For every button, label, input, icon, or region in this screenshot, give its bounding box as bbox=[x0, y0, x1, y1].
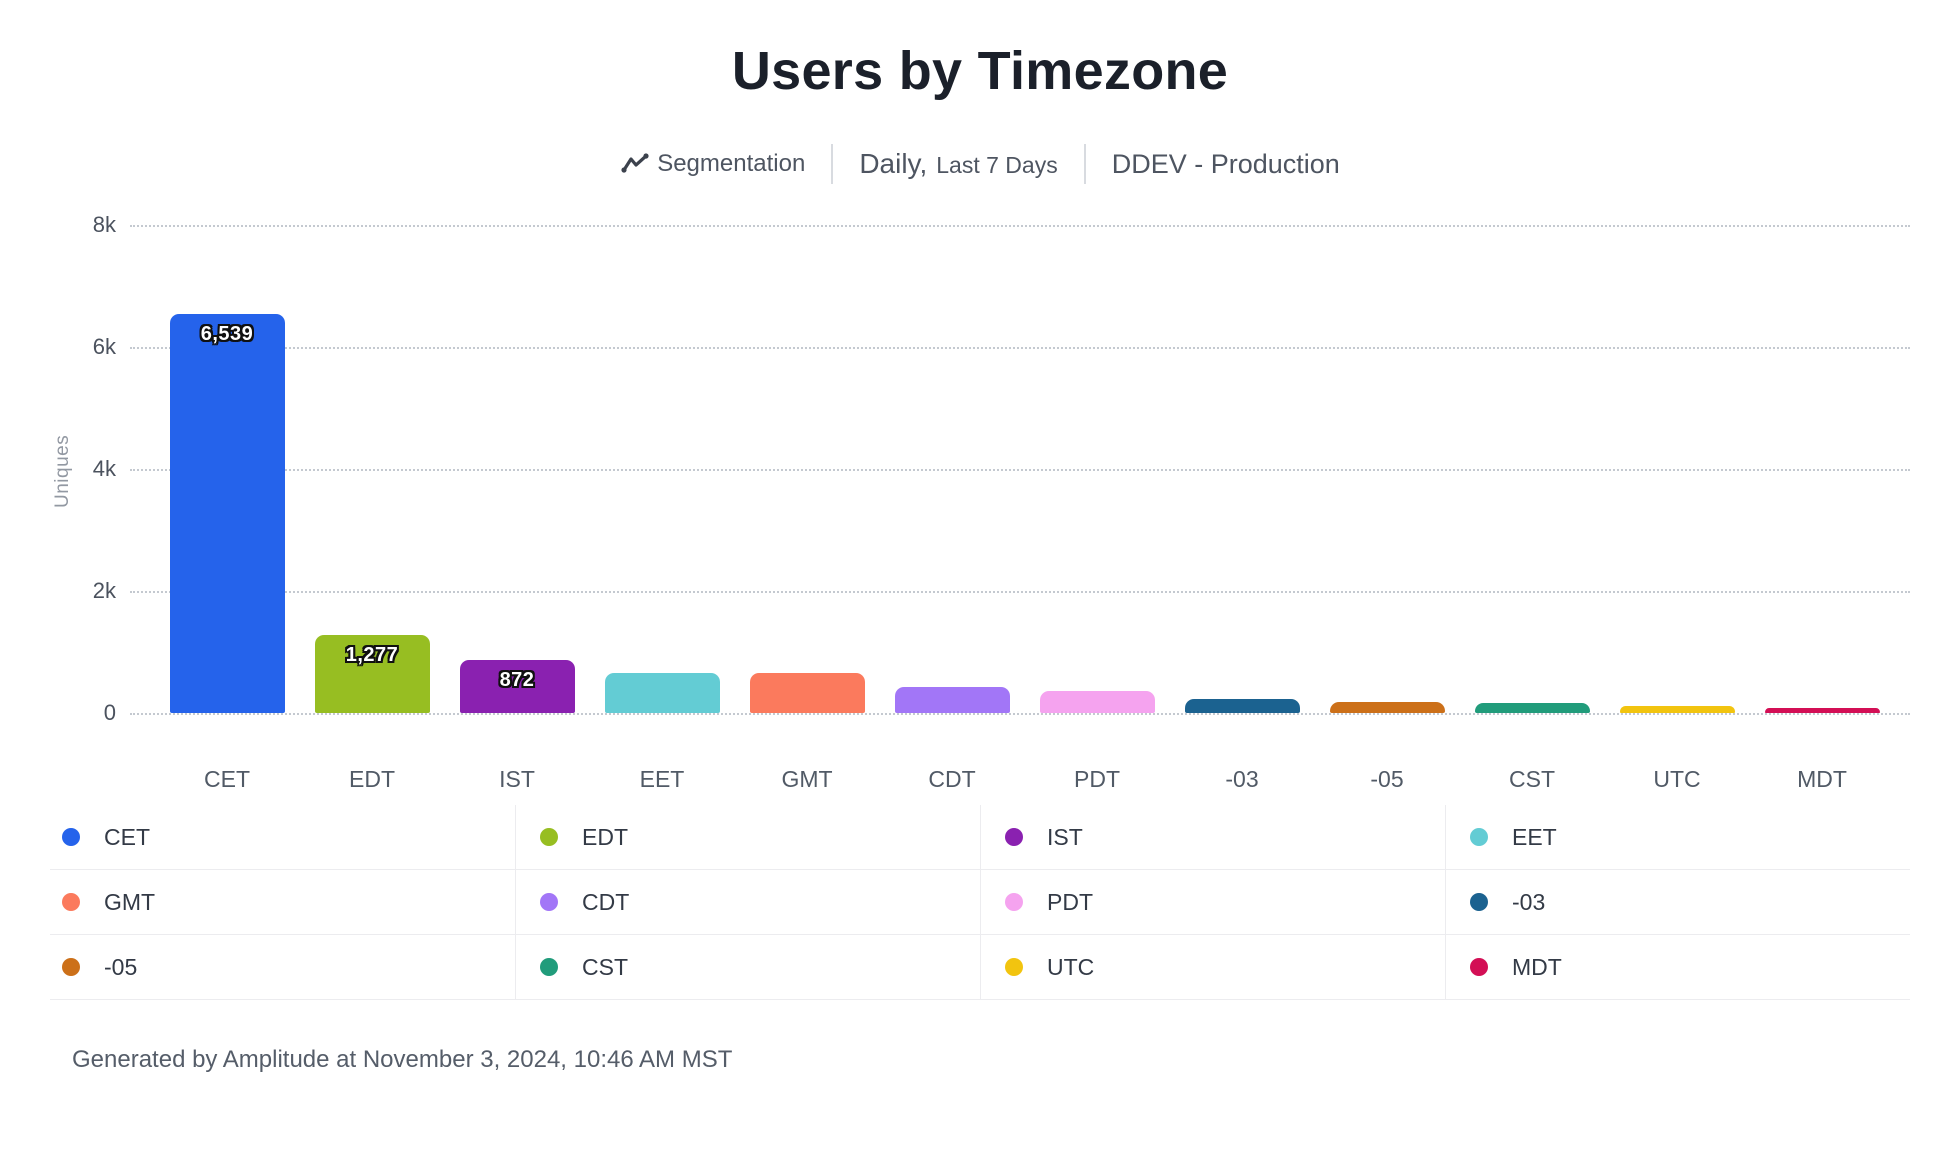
legend-item-GMT[interactable]: GMT bbox=[50, 870, 515, 935]
legend-label: PDT bbox=[1047, 888, 1093, 915]
segmentation-line-icon bbox=[620, 152, 650, 176]
x-tick-label-CDT: CDT bbox=[928, 766, 976, 792]
legend-item-CET[interactable]: CET bbox=[50, 805, 515, 870]
subtitle-period-interval: Daily, bbox=[859, 148, 928, 179]
bar-EET[interactable] bbox=[604, 672, 720, 713]
plot-area: 6,539 CET 1,277 EDT 872 IST EET GMT CDT PDT -03 -05… bbox=[130, 225, 1910, 792]
gridline-4k bbox=[130, 469, 1910, 471]
subtitle-project: DDEV - Production bbox=[1111, 148, 1340, 179]
footer-attribution: Generated by Amplitude at November 3, 20… bbox=[72, 1046, 733, 1073]
legend-swatch-icon bbox=[1005, 893, 1023, 911]
x-tick-label--05: -05 bbox=[1370, 766, 1404, 792]
gridline-8k bbox=[130, 225, 1910, 227]
legend-item-PDT[interactable]: PDT bbox=[980, 870, 1445, 935]
bar-GMT[interactable] bbox=[749, 673, 865, 713]
page-title: Users by Timezone bbox=[731, 41, 1229, 101]
legend-swatch-icon bbox=[540, 893, 558, 911]
subtitle-segmentation-label: Segmentation bbox=[657, 150, 806, 177]
legend-item-EET[interactable]: EET bbox=[1445, 805, 1910, 870]
bar-CET[interactable]: 6,539 bbox=[169, 314, 285, 713]
gridline-0 bbox=[130, 713, 1910, 715]
legend-label: EET bbox=[1512, 823, 1557, 850]
legend-item-IST[interactable]: IST bbox=[980, 805, 1445, 870]
legend-swatch-icon bbox=[62, 958, 80, 976]
x-tick-label-GMT: GMT bbox=[781, 766, 833, 792]
legend-label: CST bbox=[582, 953, 628, 980]
y-tick-label-2k: 2k bbox=[92, 578, 116, 603]
legend-item-UTC[interactable]: UTC bbox=[980, 935, 1445, 1000]
legend-swatch-icon bbox=[1005, 958, 1023, 976]
legend-swatch-icon bbox=[1470, 958, 1488, 976]
legend-item-CST[interactable]: CST bbox=[515, 935, 980, 1000]
legend-swatch-icon bbox=[62, 828, 80, 846]
legend-label: EDT bbox=[582, 823, 628, 850]
subtitle-period-range: Last 7 Days bbox=[936, 152, 1058, 178]
y-tick-label-0: 0 bbox=[103, 700, 116, 725]
bar-value-label-IST: 872 bbox=[499, 668, 535, 691]
legend-swatch-icon bbox=[1005, 828, 1023, 846]
bar-MDT[interactable] bbox=[1764, 707, 1880, 713]
legend: CET EDT IST EET GMT CDT PDT -03 -05 CST UTC MDT bbox=[50, 805, 1910, 1000]
bar-CST[interactable] bbox=[1474, 702, 1590, 713]
bar-value-label-EDT: 1,277 bbox=[345, 644, 399, 667]
bar-EDT[interactable]: 1,277 bbox=[314, 635, 430, 713]
subtitle-period: Daily, Last 7 Days bbox=[859, 148, 1057, 180]
legend-label: -03 bbox=[1512, 888, 1546, 915]
x-tick-label-PDT: PDT bbox=[1074, 766, 1120, 792]
legend-item-CDT[interactable]: CDT bbox=[515, 870, 980, 935]
y-tick-label-6k: 6k bbox=[92, 334, 116, 359]
legend-item--03[interactable]: -03 bbox=[1445, 870, 1910, 935]
subtitle-divider bbox=[1083, 144, 1086, 184]
legend-label: -05 bbox=[104, 953, 138, 980]
gridline-6k bbox=[130, 347, 1910, 349]
chart-subtitle: Segmentation Daily, Last 7 Days DDEV - Pr… bbox=[0, 144, 1960, 184]
legend-label: UTC bbox=[1047, 953, 1095, 980]
gridline-2k bbox=[130, 591, 1910, 593]
bar-PDT[interactable] bbox=[1039, 691, 1155, 713]
x-tick-label-CST: CST bbox=[1509, 766, 1555, 792]
subtitle-segmentation: Segmentation bbox=[620, 150, 805, 178]
legend-item-MDT[interactable]: MDT bbox=[1445, 935, 1910, 1000]
legend-label: GMT bbox=[104, 888, 156, 915]
legend-label: MDT bbox=[1512, 953, 1562, 980]
legend-swatch-icon bbox=[540, 958, 558, 976]
legend-swatch-icon bbox=[62, 893, 80, 911]
x-tick-label-IST: IST bbox=[499, 766, 535, 792]
y-tick-label-4k: 4k bbox=[92, 456, 116, 481]
x-tick-label-UTC: UTC bbox=[1653, 766, 1701, 792]
legend-swatch-icon bbox=[1470, 893, 1488, 911]
legend-swatch-icon bbox=[540, 828, 558, 846]
bar-UTC[interactable] bbox=[1619, 705, 1735, 713]
legend-label: CDT bbox=[582, 888, 630, 915]
x-tick-label-EDT: EDT bbox=[349, 766, 395, 792]
bar-IST[interactable]: 872 bbox=[459, 659, 575, 713]
legend-item--05[interactable]: -05 bbox=[50, 935, 515, 1000]
subtitle-divider bbox=[831, 144, 834, 184]
x-tick-label-MDT: MDT bbox=[1797, 766, 1847, 792]
bar--05[interactable] bbox=[1329, 702, 1445, 713]
bar-CDT[interactable] bbox=[894, 686, 1010, 713]
bar--03[interactable] bbox=[1184, 699, 1300, 713]
legend-swatch-icon bbox=[1470, 828, 1488, 846]
y-tick-label-8k: 8k bbox=[92, 212, 116, 237]
legend-item-EDT[interactable]: EDT bbox=[515, 805, 980, 870]
bar-value-label-CET: 6,539 bbox=[200, 323, 254, 346]
x-tick-label--03: -03 bbox=[1225, 766, 1259, 792]
x-tick-label-EET: EET bbox=[639, 766, 685, 792]
legend-label: IST bbox=[1047, 823, 1083, 850]
x-tick-label-CET: CET bbox=[204, 766, 250, 792]
legend-label: CET bbox=[104, 823, 150, 850]
